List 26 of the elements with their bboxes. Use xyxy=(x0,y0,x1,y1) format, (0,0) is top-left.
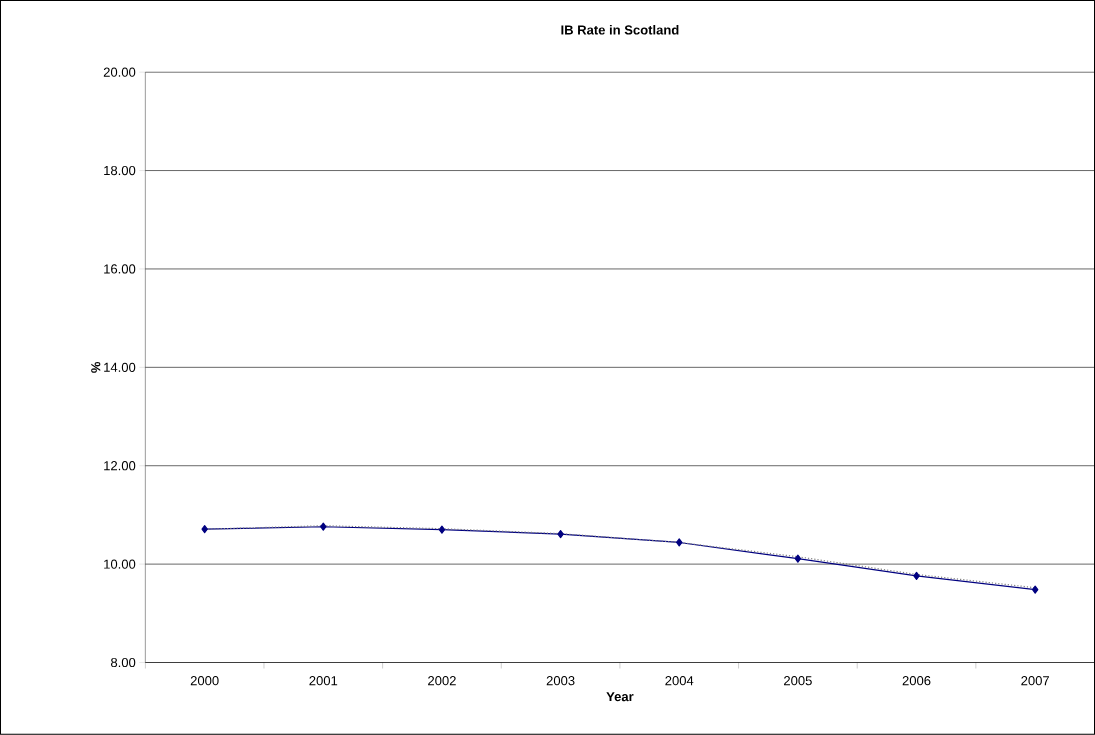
point xyxy=(794,554,802,563)
point xyxy=(320,522,327,531)
y-axis-title: % xyxy=(91,362,101,373)
y-tick-label: 16.00 xyxy=(104,264,136,274)
y-tick-label: 18.00 xyxy=(104,166,136,176)
y-tick-label: 20.00 xyxy=(103,67,136,77)
x-axis-title: Year xyxy=(606,692,634,702)
y-tick-label: 10.00 xyxy=(104,559,136,569)
y-tick-label: 14.00 xyxy=(104,362,136,373)
point xyxy=(438,525,446,534)
x-tick-label: 2003 xyxy=(546,676,575,686)
point xyxy=(557,530,564,539)
x-tick-label: 2001 xyxy=(309,676,338,686)
point xyxy=(1031,585,1039,594)
y-tick-label: 12.00 xyxy=(104,461,136,471)
x-tick-label: 2000 xyxy=(190,676,219,686)
point xyxy=(913,571,920,581)
chart-title: IB Rate in Scotland xyxy=(561,25,679,35)
x-tick-label: 2004 xyxy=(665,676,694,686)
x-tick-label: 2007 xyxy=(1021,676,1050,686)
x-tick-label: 2002 xyxy=(428,676,456,686)
point xyxy=(201,525,208,534)
point xyxy=(676,538,683,547)
x-tick-label: 2006 xyxy=(902,676,931,686)
x-tick-label: 2005 xyxy=(784,676,812,686)
y-tick-label: 8.00 xyxy=(111,658,136,668)
